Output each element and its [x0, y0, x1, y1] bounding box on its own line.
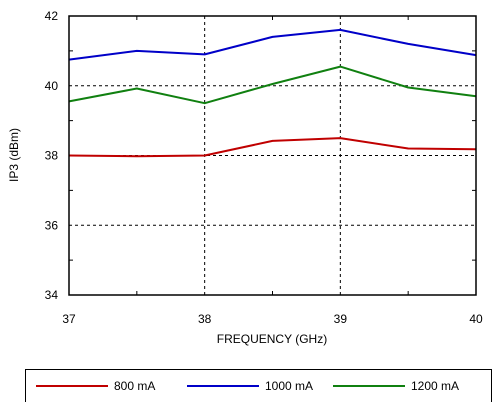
legend-item: 1000 mA	[187, 378, 313, 394]
y-tick-label: 34	[45, 288, 59, 302]
y-tick-label: 42	[45, 9, 59, 23]
legend-label: 1000 mA	[265, 379, 314, 393]
x-tick-label: 37	[62, 312, 76, 326]
series-lines	[68, 28, 477, 158]
legend-item: 1200 mA	[333, 378, 459, 394]
legend: 800 mA 1000 mA 1200 mA	[25, 369, 492, 402]
plot-frame	[68, 15, 477, 296]
legend-label: 800 mA	[114, 379, 156, 393]
x-axis-label: FREQUENCY (GHz)	[217, 332, 327, 346]
series-line-800-ma	[68, 137, 477, 158]
series-line-1000-ma	[68, 28, 477, 61]
y-tick-label: 36	[45, 218, 59, 232]
y-tick-label: 38	[45, 149, 59, 163]
line-chart: 37 38 39 40 34 36 38 40 42 FREQUENCY (GHz) IP3 (…	[7, 9, 483, 346]
x-tick-label: 38	[198, 312, 212, 326]
y-axis-label: IP3 (dBm)	[7, 128, 21, 182]
legend-swatch	[187, 384, 259, 387]
x-tick-label: 39	[334, 312, 348, 326]
x-tick-label: 40	[469, 312, 483, 326]
legend-label: 1200 mA	[411, 379, 460, 393]
legend-item: 800 mA	[36, 378, 155, 394]
tick-labels: 37 38 39 40 34 36 38 40 42	[45, 9, 483, 326]
series-line-1200-ma	[68, 65, 477, 105]
y-tick-label: 40	[45, 79, 59, 93]
legend-swatch	[36, 384, 108, 387]
legend-swatch	[333, 384, 405, 387]
